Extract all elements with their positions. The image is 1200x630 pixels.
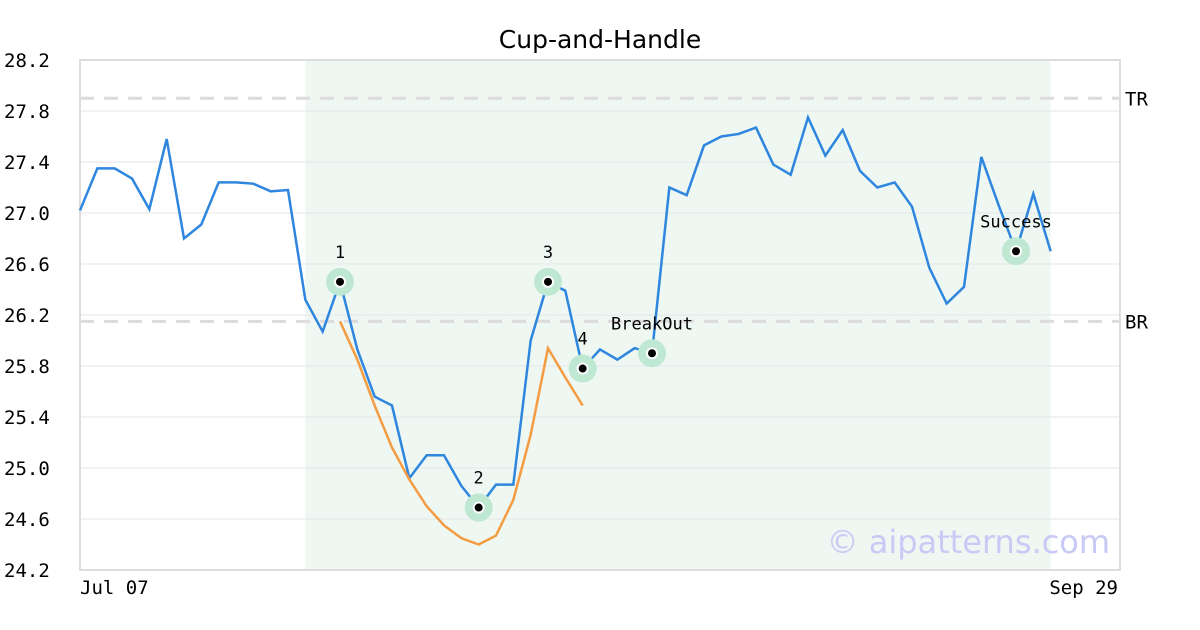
plot-frame — [79, 59, 1121, 571]
marker — [1010, 245, 1022, 258]
x-tick-label: Sep 29 — [1049, 577, 1118, 599]
reference-label: BR — [1125, 311, 1148, 333]
watermark: © aipatterns.com — [827, 523, 1110, 561]
annotation-label: 4 — [578, 330, 588, 350]
series-line — [78, 113, 1052, 510]
marker — [334, 275, 346, 288]
annotation-label: 3 — [543, 243, 553, 263]
y-tick-label: 27.8 — [4, 101, 50, 123]
marker — [542, 275, 554, 288]
y-tick-label: 24.6 — [4, 509, 50, 531]
y-tick-label: 27.4 — [4, 152, 50, 174]
annotation-label: 1 — [335, 243, 345, 263]
annotation-label: 2 — [474, 469, 484, 489]
y-tick-label: 24.2 — [4, 560, 50, 582]
marker — [472, 501, 485, 514]
x-tick-label: Jul 07 — [80, 577, 149, 599]
annotation-label: BreakOut — [611, 314, 693, 334]
chart-title: Cup-and-Handle — [499, 25, 701, 54]
y-tick-label: 26.2 — [4, 305, 50, 327]
series-line — [338, 320, 584, 546]
y-tick-label: 26.6 — [4, 254, 50, 276]
reference-label: TR — [1125, 88, 1148, 110]
y-tick-label: 25.4 — [4, 407, 50, 429]
y-tick-label: 25.8 — [4, 356, 50, 378]
y-tick-label: 25.0 — [4, 458, 50, 480]
marker — [646, 347, 658, 360]
annotation-label: Success — [980, 212, 1052, 232]
marker — [576, 362, 589, 375]
y-tick-label: 27.0 — [4, 203, 50, 225]
y-tick-label: 28.2 — [4, 50, 50, 72]
